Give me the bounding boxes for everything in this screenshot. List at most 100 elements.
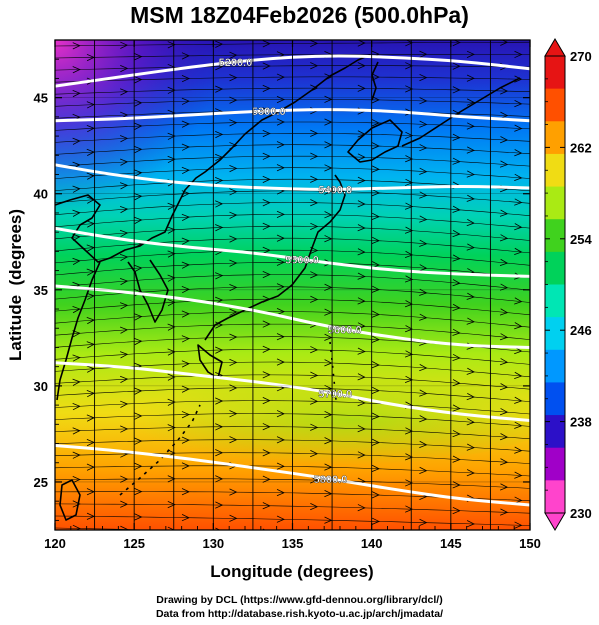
wind-arrow [357,504,366,512]
contour-line [55,444,530,507]
wind-arrow [276,436,285,444]
wind-arrow [229,74,238,82]
wind-arrow [72,233,81,241]
wind-arrow [514,173,523,181]
wind-arrow [181,514,190,522]
wind-arrow [86,148,95,157]
footer-credits: Drawing by DCL (https://www.gfd-dennou.o… [0,593,599,621]
wind-arrow [419,288,428,296]
colorbar-min-arrow [544,512,566,531]
contour-line [55,284,530,349]
colorbar-tick-label: 262 [570,140,592,155]
wind-arrow [419,313,428,321]
wind-arrow [419,144,428,152]
y-tick-label: 35 [34,283,48,298]
x-tick-label: 130 [202,536,224,551]
warm-band-shading [110,375,530,465]
wind-arrow [324,235,333,243]
contour-label: 5800.0 [314,474,348,486]
y-tick-label: 45 [34,91,48,106]
wind-arrow [452,230,461,238]
wind-arrow [514,322,523,330]
wind-arrow [466,292,475,300]
wind-arrow [167,274,176,282]
wind-arrow [514,297,523,305]
wind-arrow [514,371,523,380]
wind-arrow [371,464,380,473]
wind-arrow [262,371,271,379]
wind-arrow [357,425,366,433]
wind-arrow [86,172,95,180]
wind-arrow [181,488,190,496]
wind-arrow [276,333,285,341]
wind-arrow [499,160,509,168]
wind-arrow [371,285,380,293]
colorbar-tick-label: 246 [570,323,592,338]
wind-arrow [86,317,95,325]
wind-arrow [181,310,190,318]
wind-arrow [72,66,81,74]
wind-arrow [167,373,176,381]
wind-arrow [310,397,319,405]
wind-arrow [72,137,81,145]
wind-arrow [276,489,285,497]
wind-arrow [181,385,190,393]
wind-arrow [499,408,509,416]
wind-arrow [134,437,143,445]
wind-arrow [86,244,95,252]
wind-arrow [215,200,224,208]
wind-arrow [72,42,81,50]
wind-arrow [499,258,509,266]
wind-arrow [134,488,143,496]
y-axis-label: Latitude (degrees) [6,209,25,361]
wind-arrow [119,326,129,334]
wind-arrow [499,458,509,466]
wind-arrow [466,392,475,401]
wind-arrow [229,333,238,341]
coastline-sakhalin [371,61,379,101]
wind-arrow [419,191,428,199]
wind-arrow [324,211,333,219]
wind-arrow [276,141,285,149]
wind-arrow [134,216,143,224]
wind-arrow [86,341,95,349]
wind-arrow [134,313,143,321]
wind-arrow [310,175,319,183]
wind-arrow [466,243,475,251]
wind-arrow [371,361,380,369]
wind-arrow [215,85,224,93]
wind-arrow [404,178,414,186]
wind-arrow [514,75,523,83]
wind-arrow [500,534,507,541]
wind-arrow [229,283,238,292]
x-tick-label: 140 [361,536,383,551]
wind-arrow [229,308,238,316]
wind-arrow [500,87,509,95]
wind-arrow [404,202,414,210]
wind-arrow [499,333,509,341]
wind-arrow [229,488,238,496]
wind-arrow [371,73,380,81]
contour-label: 5300.0 [252,106,286,118]
contour-labels: 5200.0 5300.0 5400.0 5500.0 5600.0 5700.0 5800… [218,57,362,486]
wind-arrow [310,62,319,70]
wind-arrow [357,130,366,138]
wind-arrow [276,73,285,81]
coastline-taiwan [59,479,81,521]
wind-arrow [215,40,224,48]
contour-label: 5600.0 [328,324,362,336]
wind-arrow [514,347,523,355]
wind-arrow [215,346,224,354]
wind-arrow [215,224,224,232]
colorbar: 270 262 254 246 238 230 [544,38,592,531]
contour-label: 5400.0 [318,185,352,197]
wind-arrow [371,438,380,446]
wind-arrow [262,270,271,279]
wind-arrow [119,158,129,166]
coastline-izu-islands [329,341,337,401]
wind-arrow [357,176,366,184]
wind-arrow [262,449,271,457]
wind-arrow [215,475,224,483]
wind-arrow [371,119,380,127]
wind-arrow [371,335,380,343]
